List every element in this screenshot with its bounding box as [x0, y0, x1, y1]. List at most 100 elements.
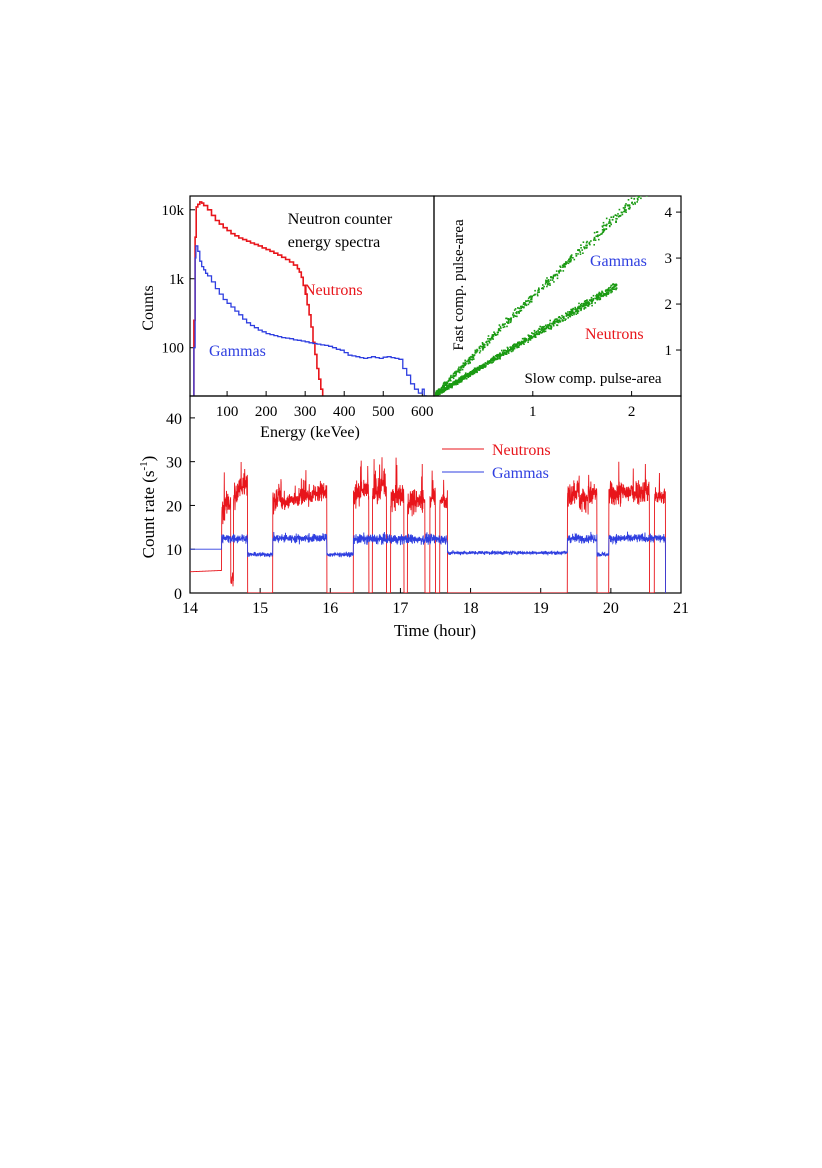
psd-point	[545, 324, 547, 327]
psd-point	[576, 312, 579, 314]
psd-point	[452, 381, 454, 384]
psd-point	[600, 233, 602, 235]
psd-point	[523, 306, 525, 308]
psd-point	[588, 242, 591, 245]
psd-point	[435, 394, 437, 396]
psd-point	[615, 220, 617, 222]
psd-point	[547, 279, 550, 281]
psd-point	[621, 213, 624, 216]
psd-point	[582, 305, 585, 307]
psd-point	[634, 201, 636, 204]
psd-point	[551, 279, 554, 281]
psd-point	[550, 325, 553, 327]
psd-point	[461, 368, 464, 371]
psd-point	[600, 294, 603, 296]
psd-point	[469, 361, 471, 364]
psd-point	[533, 333, 535, 335]
psd-point	[602, 221, 605, 224]
psd-point	[529, 338, 531, 341]
psd-point	[543, 285, 545, 288]
psd-point	[603, 293, 606, 296]
psd-point	[520, 307, 522, 309]
psd-point	[596, 298, 599, 300]
psd-point	[458, 371, 461, 374]
psd-point	[496, 331, 499, 334]
psd-point	[548, 323, 551, 326]
rate-x-tick-label: 21	[673, 600, 689, 617]
psd-point	[613, 285, 616, 287]
psd-point	[633, 198, 635, 200]
psd-point	[533, 329, 536, 332]
psd-point	[554, 322, 556, 325]
psd-point	[457, 368, 459, 371]
psd-point	[609, 222, 612, 224]
spectrum-x-tick-label: 300	[294, 404, 317, 420]
psd-point	[646, 190, 648, 192]
psd-point	[675, 165, 677, 167]
psd-point	[462, 366, 465, 369]
psd-point	[539, 330, 541, 333]
psd-point	[455, 372, 457, 374]
psd-point	[606, 288, 609, 291]
psd-point	[617, 213, 619, 215]
psd-point	[627, 207, 630, 210]
psd-point	[541, 329, 543, 331]
psd-point	[501, 349, 503, 352]
psd-point	[481, 367, 483, 369]
psd-point	[536, 294, 539, 297]
psd-point	[467, 374, 470, 377]
psd-point	[479, 345, 482, 347]
psd-point	[612, 283, 615, 286]
psd-point	[584, 302, 586, 304]
spectrum-y-tick-label: 10k	[162, 203, 185, 219]
psd-point	[578, 307, 580, 310]
psd-point	[455, 373, 457, 375]
psd-point	[459, 381, 462, 383]
psd-point	[640, 193, 642, 195]
psd-point	[512, 312, 515, 314]
psd-point	[442, 385, 445, 388]
psd-point	[563, 263, 565, 265]
psd-point	[656, 181, 658, 183]
psd-point	[595, 235, 598, 237]
psd-point	[543, 327, 546, 330]
psd-point	[665, 168, 667, 170]
psd-point	[658, 172, 660, 174]
psd-point	[492, 359, 495, 362]
psd-point	[506, 350, 509, 353]
psd-point	[508, 320, 510, 322]
psd-point	[570, 257, 572, 259]
psd-point	[647, 187, 649, 189]
psd-point	[469, 373, 472, 376]
psd-point	[555, 270, 558, 272]
psd-point	[528, 301, 531, 304]
psd-point	[517, 341, 519, 344]
psd-y-ticks: 1 2 3 4	[665, 205, 681, 359]
psd-point	[534, 331, 536, 334]
psd-point	[646, 181, 648, 183]
psd-point	[510, 350, 513, 353]
psd-point	[592, 294, 595, 297]
psd-point	[646, 188, 648, 190]
psd-point	[582, 302, 585, 305]
psd-point	[460, 365, 462, 368]
psd-point	[500, 327, 502, 329]
psd-point	[495, 358, 498, 361]
spectrum-y-tick-label: 100	[162, 341, 185, 357]
psd-point	[547, 326, 549, 328]
psd-point	[625, 203, 627, 205]
psd-point	[546, 277, 548, 279]
psd-point	[487, 338, 489, 340]
psd-point	[481, 343, 484, 346]
legend-neutrons-text: Neutrons	[492, 442, 551, 459]
psd-point	[451, 385, 453, 387]
spectrum-y-tick-label: 1k	[169, 272, 185, 288]
psd-point	[451, 376, 454, 378]
psd-point	[512, 350, 514, 352]
psd-point	[594, 302, 596, 304]
psd-point	[476, 367, 479, 370]
psd-point	[598, 234, 601, 236]
psd-point	[616, 218, 618, 220]
psd-point	[583, 304, 585, 306]
